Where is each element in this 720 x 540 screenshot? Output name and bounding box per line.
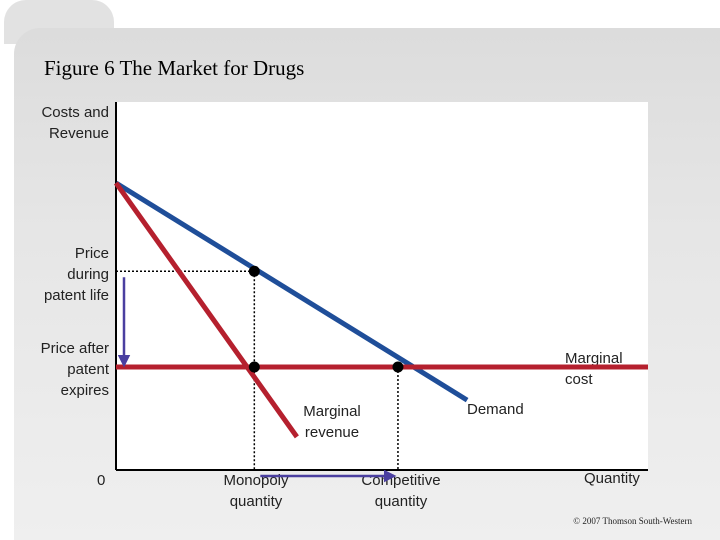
origin-label: 0 [97,472,106,489]
marginal-cost-label: Marginal cost [565,348,623,390]
demand-curve [114,180,469,403]
marginal-cost-line-2: cost [565,371,593,388]
competitive-point [392,361,404,373]
price-after-line-3: expires [60,382,109,399]
competitive-quantity-line-2: quantity [374,493,428,510]
marginal-revenue-line-2: revenue [304,424,360,441]
price-after-line-1: Price after [40,340,109,357]
price-after-line-2: patent [67,361,109,378]
plot-area [116,102,648,470]
price-during-line-3: patent life [43,287,109,304]
demand-label: Demand [467,401,524,418]
price-during-patent-life-label: Price during patent life [14,243,109,306]
x-axis-label: Quantity [584,470,640,487]
price-during-line-1: Price [74,245,109,262]
figure-title: Figure 6 The Market for Drugs [44,56,305,80]
marginal-revenue-label: Marginal revenue [292,401,372,443]
price-after-patent-expires-label: Price after patent expires [14,338,109,401]
marginal-revenue-curve [113,181,299,439]
monopoly-quantity-line-2: quantity [229,493,283,510]
marginal-cost-line-1: Marginal [565,350,623,367]
y-axis-label-line-2: Revenue [48,125,109,142]
y-axis-label-line-1: Costs and [41,104,109,121]
marginal-revenue-line-1: Marginal [303,403,361,420]
monopoly-mr-mc-point [248,361,260,373]
price-during-line-2: during [67,266,109,283]
monopoly-point [248,265,260,277]
copyright-notice: © 2007 Thomson South-Western [573,516,692,526]
y-axis-label: Costs and Revenue [14,102,109,144]
